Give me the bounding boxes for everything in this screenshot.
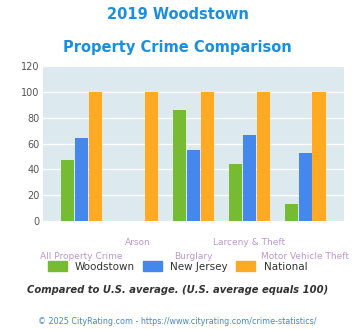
- Bar: [299, 152, 312, 221]
- Bar: [257, 92, 270, 221]
- Legend: Woodstown, New Jersey, National: Woodstown, New Jersey, National: [48, 261, 307, 272]
- Text: Larceny & Theft: Larceny & Theft: [213, 238, 285, 247]
- Text: Burglary: Burglary: [174, 252, 213, 261]
- Bar: [243, 135, 256, 221]
- Bar: [312, 92, 326, 221]
- Text: 2019 Woodstown: 2019 Woodstown: [106, 7, 248, 21]
- Bar: [229, 164, 242, 221]
- Text: Compared to U.S. average. (U.S. average equals 100): Compared to U.S. average. (U.S. average …: [27, 285, 328, 295]
- Bar: [89, 92, 102, 221]
- Bar: [173, 110, 186, 221]
- Text: Motor Vehicle Theft: Motor Vehicle Theft: [261, 252, 349, 261]
- Text: Property Crime Comparison: Property Crime Comparison: [63, 40, 292, 54]
- Bar: [187, 150, 200, 221]
- Bar: [61, 160, 75, 221]
- Text: Arson: Arson: [125, 238, 151, 247]
- Bar: [145, 92, 158, 221]
- Bar: [201, 92, 214, 221]
- Bar: [285, 204, 298, 221]
- Bar: [75, 138, 88, 221]
- Text: © 2025 CityRating.com - https://www.cityrating.com/crime-statistics/: © 2025 CityRating.com - https://www.city…: [38, 317, 317, 326]
- Text: All Property Crime: All Property Crime: [40, 252, 123, 261]
